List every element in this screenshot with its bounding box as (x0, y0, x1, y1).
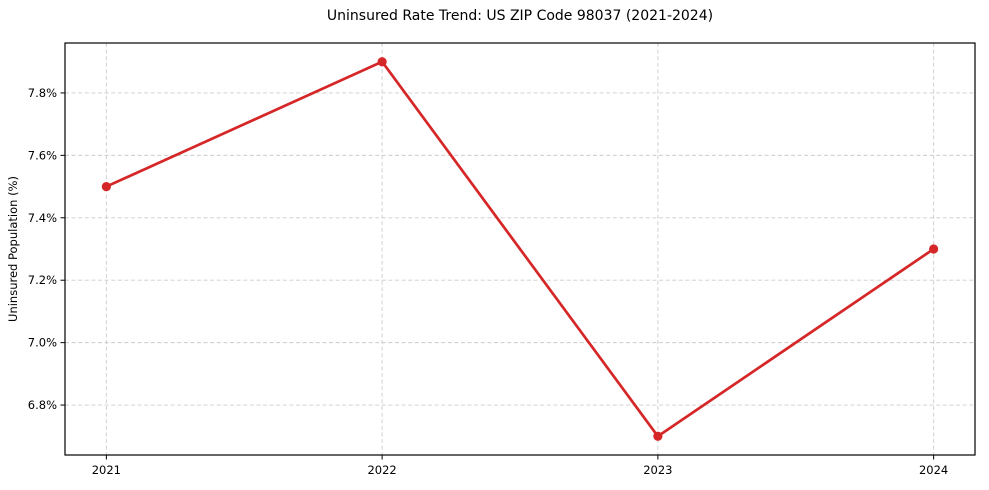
y-tick-label: 7.4% (28, 211, 57, 225)
x-tick-label: 2024 (919, 463, 948, 477)
y-tick-label: 7.0% (28, 336, 57, 350)
y-tick-label: 7.8% (28, 86, 57, 100)
chart-title: Uninsured Rate Trend: US ZIP Code 98037 … (326, 8, 714, 24)
x-tick-label: 2023 (643, 463, 672, 477)
data-point-2022 (377, 57, 387, 67)
data-point-2021 (101, 181, 111, 192)
x-tick-label: 2021 (92, 463, 121, 477)
data-point-2023 (653, 431, 663, 441)
x-tick-label: 2022 (367, 463, 396, 477)
y-tick-label: 6.8% (28, 398, 57, 412)
trend-line (105, 60, 935, 438)
axes-spines (64, 42, 976, 456)
data-point-2024 (929, 244, 939, 254)
y-tick-label: 7.2% (28, 273, 57, 287)
y-tick-label: 7.6% (28, 148, 57, 162)
